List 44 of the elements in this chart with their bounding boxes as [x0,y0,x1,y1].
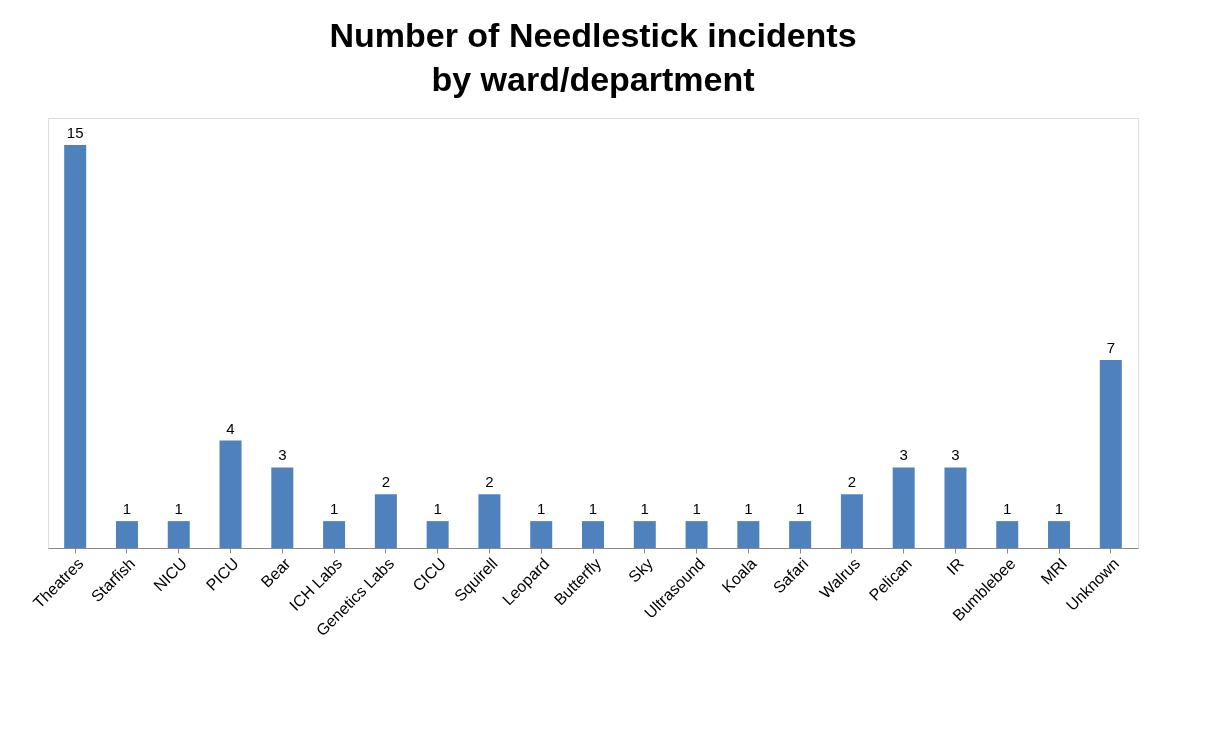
bar [115,521,138,548]
data-label: 1 [692,500,701,518]
data-label: 1 [537,500,546,518]
bar [167,521,190,548]
data-label: 1 [122,500,132,518]
bar [685,521,708,548]
bar [944,467,967,548]
bar [840,494,863,548]
bar [64,144,87,548]
data-label: 1 [1054,500,1064,518]
bar [374,494,397,548]
bar [1099,359,1122,548]
data-label: 3 [899,446,908,464]
data-label: 3 [951,446,960,464]
bar [1048,521,1071,548]
bar [219,440,242,548]
data-label: 1 [433,500,442,518]
data-label: 1 [795,500,805,518]
data-label: 1 [744,500,753,518]
data-label: 3 [278,446,287,464]
bar [478,494,501,548]
data-label: 1 [174,500,183,518]
bar [892,467,915,548]
x-tick-label: MRI [1037,554,1071,588]
data-label: 2 [381,473,391,491]
bar [530,521,553,548]
data-label: 1 [1003,500,1012,518]
bar [789,521,812,548]
bar [582,521,604,548]
data-label: 2 [847,473,857,491]
data-label: 1 [329,500,339,518]
data-label: 7 [1106,338,1115,356]
bar [323,521,346,548]
data-label: 2 [485,473,494,491]
bar [633,521,656,548]
data-label: 1 [640,500,649,518]
data-label: 4 [226,419,235,437]
chart-title: Number of Needlestick incidents by ward/department [329,16,857,98]
data-label: 15 [66,123,84,141]
bar [426,521,449,548]
data-label: 1 [588,500,598,518]
bar [271,467,294,548]
bar [737,521,760,548]
bar [996,521,1019,548]
